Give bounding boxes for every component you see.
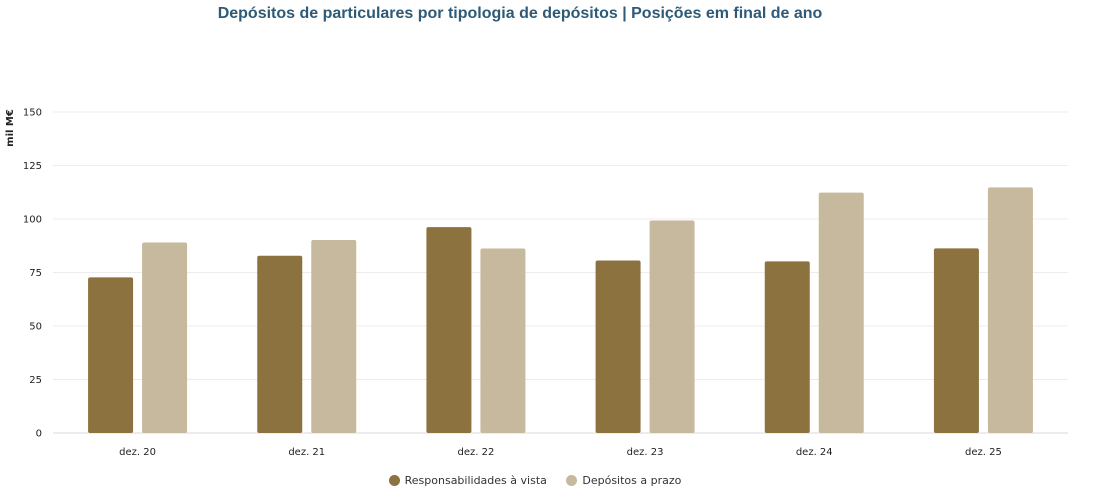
legend-label-vista: Responsabilidades à vista [404,474,547,487]
legend-item-vista[interactable]: Responsabilidades à vista [388,474,547,487]
y-tick-label: 50 [29,322,42,333]
bar-prazo[interactable] [311,239,357,433]
x-tick-label: dez. 24 [796,447,833,458]
x-axis: dez. 20 dez. 21 dez. 22 dez. 23 dez. 24 dez. … [119,447,1002,458]
bar-vista[interactable] [426,227,472,433]
legend-swatch-vista [388,475,400,486]
bar-vista[interactable] [764,261,810,433]
bar-vista[interactable] [933,248,979,433]
y-axis: 0 25 50 75 100 125 150 [23,108,42,440]
legend-label-prazo: Depósitos a prazo [582,474,682,487]
x-tick-label: dez. 21 [288,447,325,458]
bar-prazo[interactable] [480,248,526,433]
bar-prazo[interactable] [142,242,188,433]
bar-prazo[interactable] [818,192,864,433]
x-tick-label: dez. 23 [627,447,664,458]
bar-prazo[interactable] [987,187,1033,433]
y-tick-label: 100 [23,215,42,226]
chart-title: Depósitos de particulares por tipologia … [217,5,823,22]
x-tick-label: dez. 20 [119,447,156,458]
y-tick-label: 150 [23,108,42,119]
bar-vista[interactable] [595,260,641,433]
bar-prazo[interactable] [649,220,695,433]
legend-swatch-prazo [566,475,578,486]
legend: Responsabilidades à vista Depósitos a pr… [0,474,1070,489]
bar-vista[interactable] [257,255,303,433]
y-axis-label: mil M€ [5,109,16,147]
y-tick-label: 75 [29,268,42,279]
gridlines [53,111,1068,434]
y-tick-label: 0 [36,429,42,440]
legend-item-prazo[interactable]: Depósitos a prazo [566,474,681,487]
x-tick-label: dez. 25 [965,447,1002,458]
bars [88,187,1033,433]
y-tick-label: 125 [23,161,42,172]
bar-vista[interactable] [88,277,134,433]
y-tick-label: 25 [29,375,42,386]
x-tick-label: dez. 22 [457,447,494,458]
